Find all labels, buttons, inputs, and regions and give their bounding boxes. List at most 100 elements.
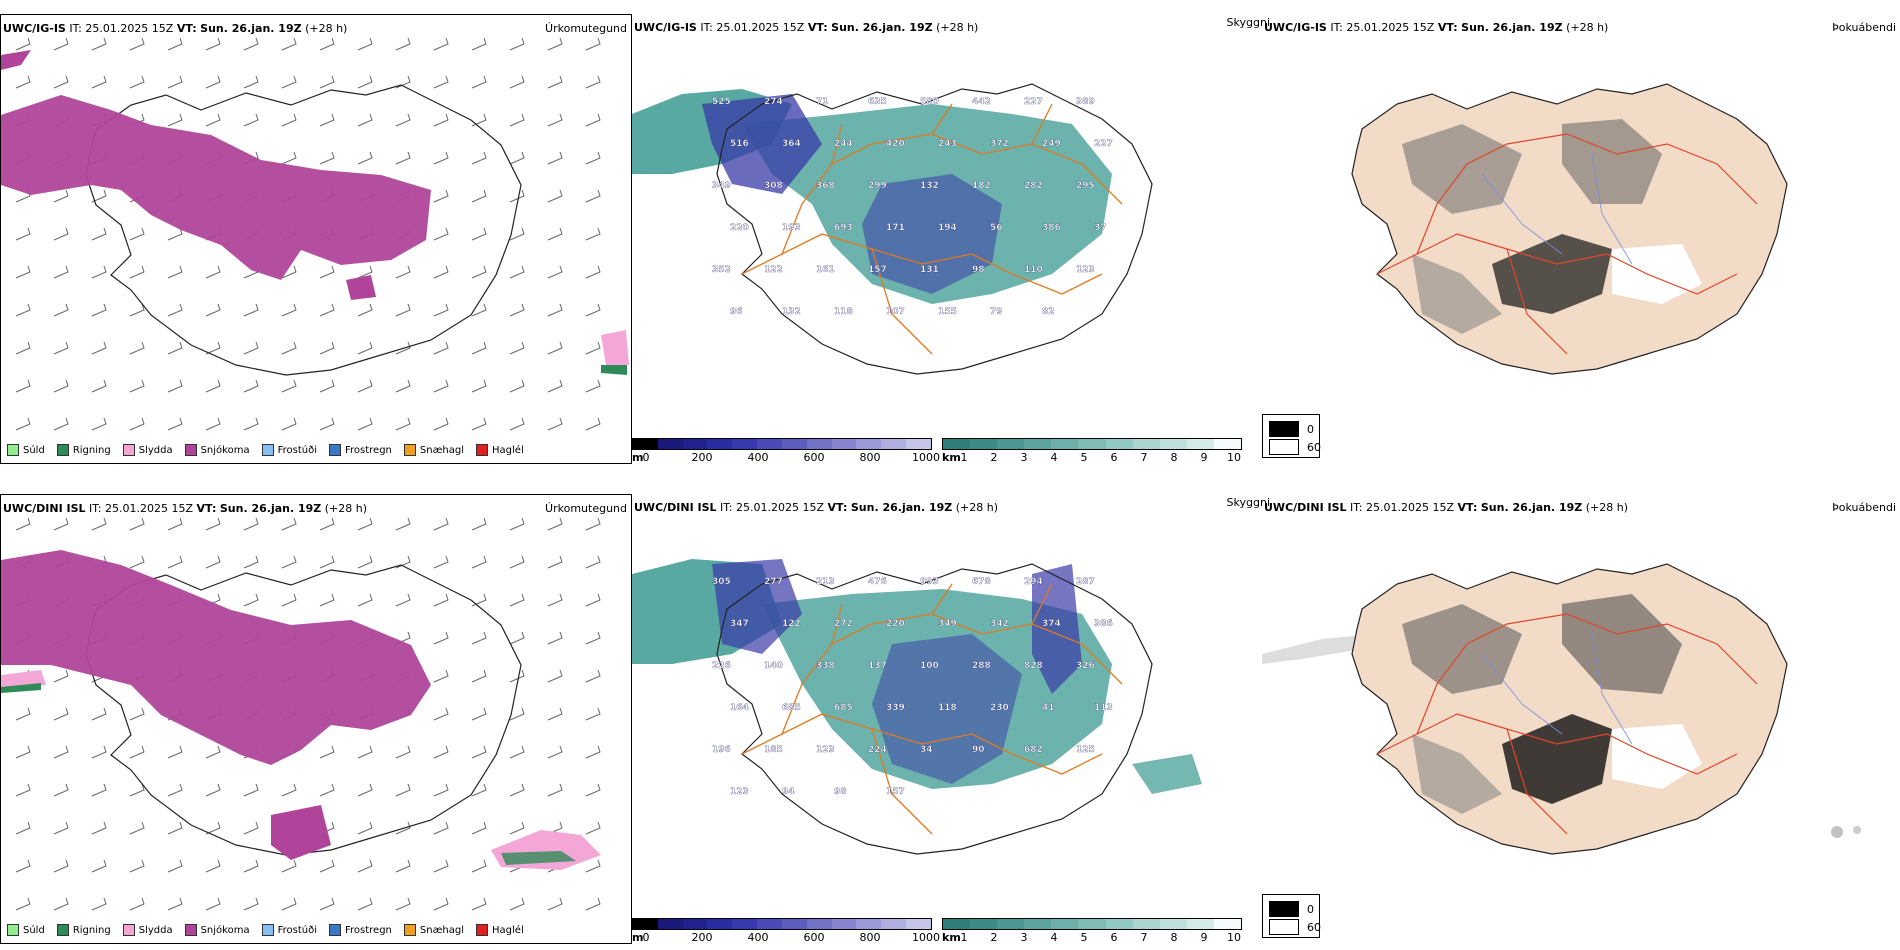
wind-barb bbox=[129, 783, 145, 797]
wind-barb bbox=[129, 517, 145, 531]
legend-item: Snjókoma bbox=[184, 924, 250, 936]
lead-time: (+28 h) bbox=[1566, 21, 1609, 34]
wind-barb bbox=[433, 113, 449, 127]
cloud-base-value: 196 bbox=[712, 745, 731, 755]
legend-swatch bbox=[261, 444, 274, 456]
wind-barb bbox=[205, 75, 221, 89]
road-network bbox=[1376, 613, 1758, 835]
wind-barb bbox=[395, 745, 411, 759]
model-name: UWC/DINI ISL bbox=[1264, 501, 1347, 514]
wind-barb bbox=[357, 151, 373, 165]
lead-time: (+28 h) bbox=[936, 21, 979, 34]
wind-barb bbox=[395, 593, 411, 607]
rain-region bbox=[601, 365, 627, 375]
vis-panel-2: UWC/DINI ISL IT: 25.01.2025 15Z VT: Sun.… bbox=[632, 494, 1270, 944]
wind-barb bbox=[91, 517, 107, 531]
cloud-base-value: 132 bbox=[920, 181, 939, 191]
cloud-base-value: 230 bbox=[990, 703, 1009, 713]
cloud-base-value: 82 bbox=[1042, 307, 1055, 317]
legend-label: Haglél bbox=[492, 444, 524, 456]
wind-barb bbox=[205, 821, 221, 835]
wind-barb bbox=[129, 265, 145, 279]
wind-barb bbox=[167, 113, 183, 127]
wind-barb bbox=[357, 555, 373, 569]
wind-barb bbox=[547, 341, 563, 355]
cloud-base-value: 171 bbox=[886, 223, 905, 233]
wind-barb bbox=[243, 75, 259, 89]
fog-map-2 bbox=[1262, 563, 1861, 855]
tick-label: 8 bbox=[1170, 931, 1178, 944]
legend-item: Slydda bbox=[122, 924, 173, 936]
road-network bbox=[741, 103, 1123, 355]
wind-barb bbox=[471, 745, 487, 759]
it-value: 25.01.2025 15Z bbox=[736, 501, 825, 514]
wind-barb bbox=[281, 265, 297, 279]
precip-type-label: Úrkomutegund bbox=[545, 502, 627, 515]
wind-barb bbox=[319, 417, 335, 431]
legend-swatch bbox=[403, 924, 416, 936]
wind-barb bbox=[585, 227, 601, 241]
wind-barb bbox=[509, 555, 525, 569]
vt-value: Sun. 26.jan. 19Z bbox=[831, 21, 933, 34]
wind-barb bbox=[585, 555, 601, 569]
legend-label: Rigning bbox=[72, 444, 111, 456]
lead-time: (+28 h) bbox=[324, 502, 368, 515]
legend-label: Snæhagl bbox=[419, 924, 465, 936]
wind-barb bbox=[319, 745, 335, 759]
wind-barb bbox=[357, 75, 373, 89]
cloud-base-value: 580 bbox=[920, 97, 939, 107]
wind-barb bbox=[281, 859, 297, 873]
wind-barb bbox=[357, 593, 373, 607]
cloud-base-value: 213 bbox=[816, 577, 835, 587]
cloud-base-value: 249 bbox=[1042, 139, 1061, 149]
wind-barb bbox=[205, 859, 221, 873]
tick-label: 1000 bbox=[912, 931, 940, 944]
vt-label: VT: bbox=[196, 502, 217, 515]
cloud-base-value: 682 bbox=[1024, 745, 1043, 755]
wind-barb bbox=[53, 37, 69, 51]
vt-label: VT: bbox=[1457, 501, 1478, 514]
colorbar-segment bbox=[781, 439, 807, 449]
wind-barb bbox=[357, 783, 373, 797]
cloud-base-value: 299 bbox=[868, 181, 887, 191]
cloud-base-value: 349 bbox=[938, 619, 957, 629]
wind-barb bbox=[129, 37, 145, 51]
cloud-base-value: 98 bbox=[834, 787, 847, 797]
wind-barb bbox=[547, 227, 563, 241]
legend-swatch bbox=[184, 924, 197, 936]
legend-item: Snjókoma bbox=[184, 444, 250, 456]
wind-barb bbox=[15, 707, 31, 721]
wind-barb bbox=[547, 37, 563, 51]
wind-barb bbox=[53, 265, 69, 279]
legend-swatch bbox=[261, 924, 274, 936]
wind-barb bbox=[53, 707, 69, 721]
tick-label: 0 bbox=[642, 931, 650, 944]
vt-label: VT: bbox=[827, 501, 848, 514]
tick-label: 400 bbox=[747, 931, 769, 944]
wind-barb bbox=[129, 379, 145, 393]
wind-barb bbox=[243, 897, 259, 911]
precip-panel-1: UWC/IG-IS IT: 25.01.2025 15Z VT: Sun. 26… bbox=[0, 14, 632, 464]
wind-barb bbox=[357, 37, 373, 51]
vt-label: VT: bbox=[1437, 21, 1458, 34]
cloud-base-value: 685 bbox=[782, 703, 801, 713]
wind-barb bbox=[319, 341, 335, 355]
legend-item: Haglél bbox=[476, 924, 524, 936]
it-value: 25.01.2025 15Z bbox=[85, 22, 174, 35]
wind-barb bbox=[433, 669, 449, 683]
tick-label: 0 bbox=[642, 451, 650, 464]
wind-barb bbox=[357, 745, 373, 759]
wind-barb bbox=[91, 265, 107, 279]
wind-barb bbox=[319, 555, 335, 569]
wind-barb bbox=[319, 75, 335, 89]
wind-barb bbox=[471, 113, 487, 127]
cloud-base-value: 131 bbox=[920, 265, 939, 275]
colorbar-segment bbox=[806, 919, 832, 929]
wind-barb bbox=[15, 897, 31, 911]
wind-barb bbox=[281, 417, 297, 431]
tick-label: 5 bbox=[1080, 931, 1088, 944]
cloud-base-value: 185 bbox=[764, 745, 783, 755]
cloud-base-value: 420 bbox=[886, 139, 905, 149]
wind-barb bbox=[281, 341, 297, 355]
wind-barb bbox=[585, 265, 601, 279]
